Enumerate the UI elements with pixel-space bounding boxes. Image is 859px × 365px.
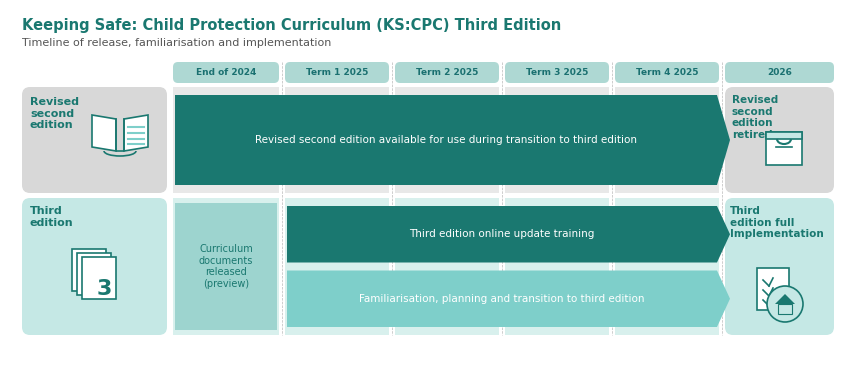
Bar	[77, 253, 111, 295]
Polygon shape	[92, 115, 116, 151]
Bar	[615, 198, 719, 335]
Bar	[766, 132, 802, 139]
Bar	[82, 257, 116, 299]
Text: 2026: 2026	[767, 68, 792, 77]
FancyBboxPatch shape	[173, 62, 279, 83]
Text: Third edition online update training: Third edition online update training	[409, 229, 594, 239]
Text: Term 4 2025: Term 4 2025	[636, 68, 698, 77]
FancyBboxPatch shape	[725, 198, 834, 335]
FancyBboxPatch shape	[22, 87, 167, 193]
FancyBboxPatch shape	[285, 62, 389, 83]
Text: Third
edition: Third edition	[30, 206, 74, 228]
Bar	[72, 249, 106, 291]
Bar	[285, 198, 389, 335]
Bar	[766, 132, 802, 139]
Bar	[778, 304, 792, 314]
Bar	[173, 87, 279, 193]
FancyBboxPatch shape	[395, 62, 499, 83]
Polygon shape	[124, 115, 148, 151]
Bar	[173, 198, 279, 335]
Text: Term 3 2025: Term 3 2025	[526, 68, 588, 77]
FancyBboxPatch shape	[725, 87, 834, 193]
Bar	[505, 87, 609, 193]
Text: 3: 3	[96, 279, 112, 299]
Text: Timeline of release, familiarisation and implementation: Timeline of release, familiarisation and…	[22, 38, 332, 48]
Text: Curriculum
documents
released
(preview): Curriculum documents released (preview)	[198, 244, 253, 289]
Text: Keeping Safe: Child Protection Curriculum (KS:CPC) Third Edition: Keeping Safe: Child Protection Curriculu…	[22, 18, 561, 33]
Polygon shape	[287, 206, 730, 262]
Bar	[285, 87, 389, 193]
Bar	[175, 203, 277, 330]
Text: Revised
second
edition: Revised second edition	[30, 97, 79, 130]
Bar	[395, 87, 499, 193]
Polygon shape	[287, 270, 730, 327]
Circle shape	[767, 286, 803, 322]
Bar	[766, 132, 802, 165]
FancyBboxPatch shape	[725, 62, 834, 83]
Text: Revised second edition available for use during transition to third edition: Revised second edition available for use…	[255, 135, 637, 145]
Bar	[395, 198, 499, 335]
Text: Familiarisation, planning and transition to third edition: Familiarisation, planning and transition…	[359, 294, 645, 304]
Bar	[505, 198, 609, 335]
Bar	[615, 87, 719, 193]
Text: Third
edition full
Implementation: Third edition full Implementation	[730, 206, 824, 239]
Text: End of 2024: End of 2024	[196, 68, 256, 77]
Bar	[757, 268, 789, 310]
Text: Term 2 2025: Term 2 2025	[416, 68, 478, 77]
Polygon shape	[775, 294, 795, 304]
FancyBboxPatch shape	[615, 62, 719, 83]
FancyBboxPatch shape	[505, 62, 609, 83]
Polygon shape	[175, 95, 730, 185]
Text: Term 1 2025: Term 1 2025	[306, 68, 369, 77]
FancyBboxPatch shape	[22, 198, 167, 335]
Text: Revised
second
edition
retired: Revised second edition retired	[732, 95, 778, 140]
Bar	[766, 132, 802, 165]
